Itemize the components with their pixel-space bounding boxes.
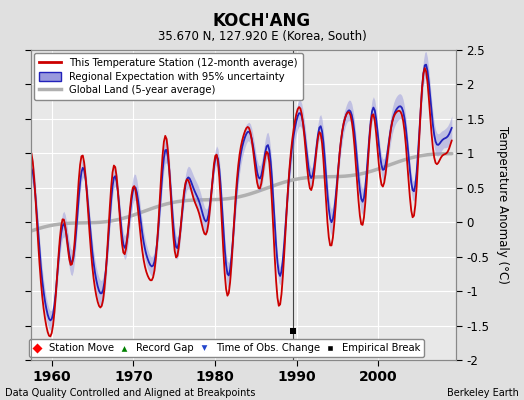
Legend: Station Move, Record Gap, Time of Obs. Change, Empirical Break: Station Move, Record Gap, Time of Obs. C… (29, 339, 424, 357)
Text: KOCH'ANG: KOCH'ANG (213, 12, 311, 30)
Text: Data Quality Controlled and Aligned at Breakpoints: Data Quality Controlled and Aligned at B… (5, 388, 256, 398)
Y-axis label: Temperature Anomaly (°C): Temperature Anomaly (°C) (496, 126, 509, 284)
Text: Berkeley Earth: Berkeley Earth (447, 388, 519, 398)
Text: 35.670 N, 127.920 E (Korea, South): 35.670 N, 127.920 E (Korea, South) (158, 30, 366, 43)
